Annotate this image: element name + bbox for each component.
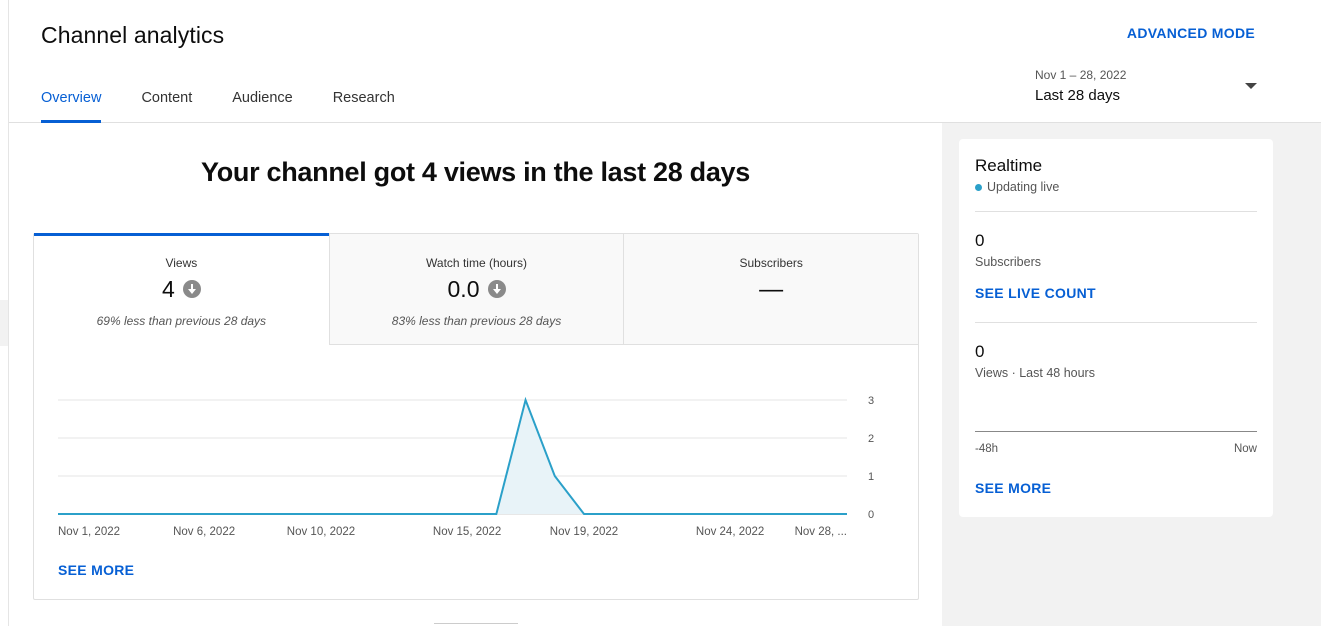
x-tick-label: Nov 19, 2022 xyxy=(550,526,618,538)
realtime-subscribers-label: Subscribers xyxy=(975,255,1041,269)
y-tick-label: 3 xyxy=(868,395,874,407)
x-tick-label: Nov 15, 2022 xyxy=(433,526,501,538)
realtime-axis-end: Now xyxy=(1233,443,1257,455)
series-line xyxy=(58,396,847,515)
live-status-text: Updating live xyxy=(987,180,1060,194)
tab-bar: Overview Content Audience Research xyxy=(41,90,435,123)
y-tick-label: 1 xyxy=(868,471,874,483)
metric-label: Subscribers xyxy=(739,256,803,270)
metric-value-row: 0.0 xyxy=(330,276,624,302)
realtime-card: Realtime Updating live 0 Subscribers SEE… xyxy=(959,139,1273,517)
realtime-subscribers-value: 0 xyxy=(975,231,985,250)
x-tick-label: Nov 1, 2022 xyxy=(58,526,120,538)
y-tick-label: 0 xyxy=(868,509,874,521)
tab-audience[interactable]: Audience xyxy=(232,90,293,106)
metric-tabs: Views 4 69% less than previous 28 days W… xyxy=(34,233,919,345)
realtime-axis-start: -48h xyxy=(975,443,999,455)
realtime-views-value: 0 xyxy=(975,342,985,361)
metric-tab-views[interactable]: Views 4 69% less than previous 28 days xyxy=(34,233,329,345)
realtime-views-label: Views · Last 48 hours xyxy=(975,366,1095,380)
metric-label: Views xyxy=(165,256,198,270)
views-headline: Your channel got 4 views in the last 28 … xyxy=(201,157,750,187)
tab-research[interactable]: Research xyxy=(332,90,395,106)
x-tick-label: Nov 24, 2022 xyxy=(696,526,764,538)
overview-chart-card: Views 4 69% less than previous 28 days W… xyxy=(33,233,919,600)
x-tick-label: Nov 10, 2022 xyxy=(287,526,355,538)
live-status: Updating live xyxy=(975,180,1059,194)
page-title: Channel analytics xyxy=(41,22,225,48)
divider xyxy=(975,322,1257,323)
divider xyxy=(975,211,1257,212)
rail-handle[interactable] xyxy=(0,300,8,346)
metric-tab-watch-time[interactable]: Watch time (hours) 0.0 83% less than pre… xyxy=(328,234,624,345)
see-live-count-link[interactable]: SEE LIVE COUNT xyxy=(975,285,1096,301)
arrow-down-circle-icon xyxy=(182,280,201,298)
realtime-title: Realtime xyxy=(975,156,1043,175)
x-tick-label: Nov 28, ... xyxy=(795,526,847,538)
views-chart: 0 1 2 3 Nov 1, 2022 Nov 6, 2022 Nov 10, 2022 No… xyxy=(34,345,918,545)
metric-value: 4 xyxy=(161,275,175,302)
y-tick-label: 2 xyxy=(868,433,874,445)
realtime-chart-axis xyxy=(975,431,1257,432)
date-range-picker[interactable]: Nov 1 – 28, 2022 Last 28 days xyxy=(1035,68,1265,108)
metric-value: — xyxy=(759,276,784,303)
scroll-indicator xyxy=(434,623,518,626)
x-tick-label: Nov 6, 2022 xyxy=(173,526,235,538)
date-period-label: Last 28 days xyxy=(1035,87,1121,104)
metric-comparison: 69% less than previous 28 days xyxy=(96,314,267,328)
metric-value: 0.0 xyxy=(447,275,480,302)
tab-overview[interactable]: Overview xyxy=(41,90,102,123)
metric-value-row: 4 xyxy=(34,276,329,302)
series-area xyxy=(58,400,847,514)
tab-content[interactable]: Content xyxy=(141,90,193,106)
date-range-text: Nov 1 – 28, 2022 xyxy=(1035,68,1127,82)
metric-label: Watch time (hours) xyxy=(426,256,527,270)
realtime-sidebar: Realtime Updating live 0 Subscribers SEE… xyxy=(942,123,1321,626)
metric-comparison: 83% less than previous 28 days xyxy=(391,314,562,328)
metric-tab-subscribers[interactable]: Subscribers — xyxy=(623,234,919,345)
arrow-down-circle-icon xyxy=(487,280,506,298)
views-chart-svg: 0 1 2 3 Nov 1, 2022 Nov 6, 2022 Nov 10, 2022 No… xyxy=(58,395,874,538)
realtime-see-more-link[interactable]: SEE MORE xyxy=(975,480,1052,496)
left-rail xyxy=(0,0,9,626)
see-more-link[interactable]: SEE MORE xyxy=(58,562,135,578)
advanced-mode-button[interactable]: ADVANCED MODE xyxy=(1126,25,1255,41)
main-content: Your channel got 4 views in the last 28 … xyxy=(9,123,942,626)
header: Channel analytics ADVANCED MODE Overview… xyxy=(9,0,1321,123)
live-dot-icon xyxy=(975,183,982,191)
caret-down-icon xyxy=(1245,83,1257,89)
